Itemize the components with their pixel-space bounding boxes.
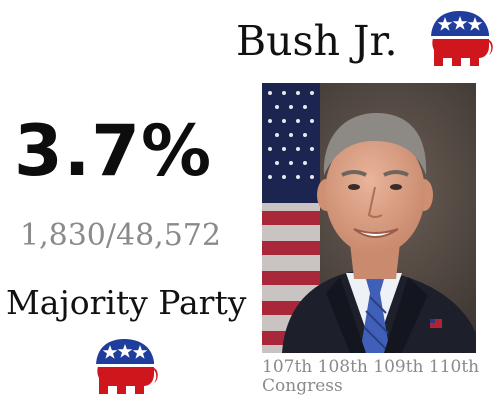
- president-name: Bush Jr.: [236, 17, 398, 65]
- republican-elephant-icon: [94, 339, 158, 394]
- congress-terms: 107th 108th 109th 110th: [262, 357, 480, 377]
- congress-label: Congress: [262, 376, 343, 396]
- congress-caption: 107th 108th 109th 110th Congress: [262, 358, 498, 396]
- vote-ratio: 1,830/48,572: [20, 218, 221, 253]
- republican-elephant-icon: [429, 11, 493, 66]
- vote-percentage: 3.7%: [14, 110, 213, 192]
- majority-party-label: Majority Party: [6, 283, 247, 322]
- president-portrait: [262, 83, 476, 353]
